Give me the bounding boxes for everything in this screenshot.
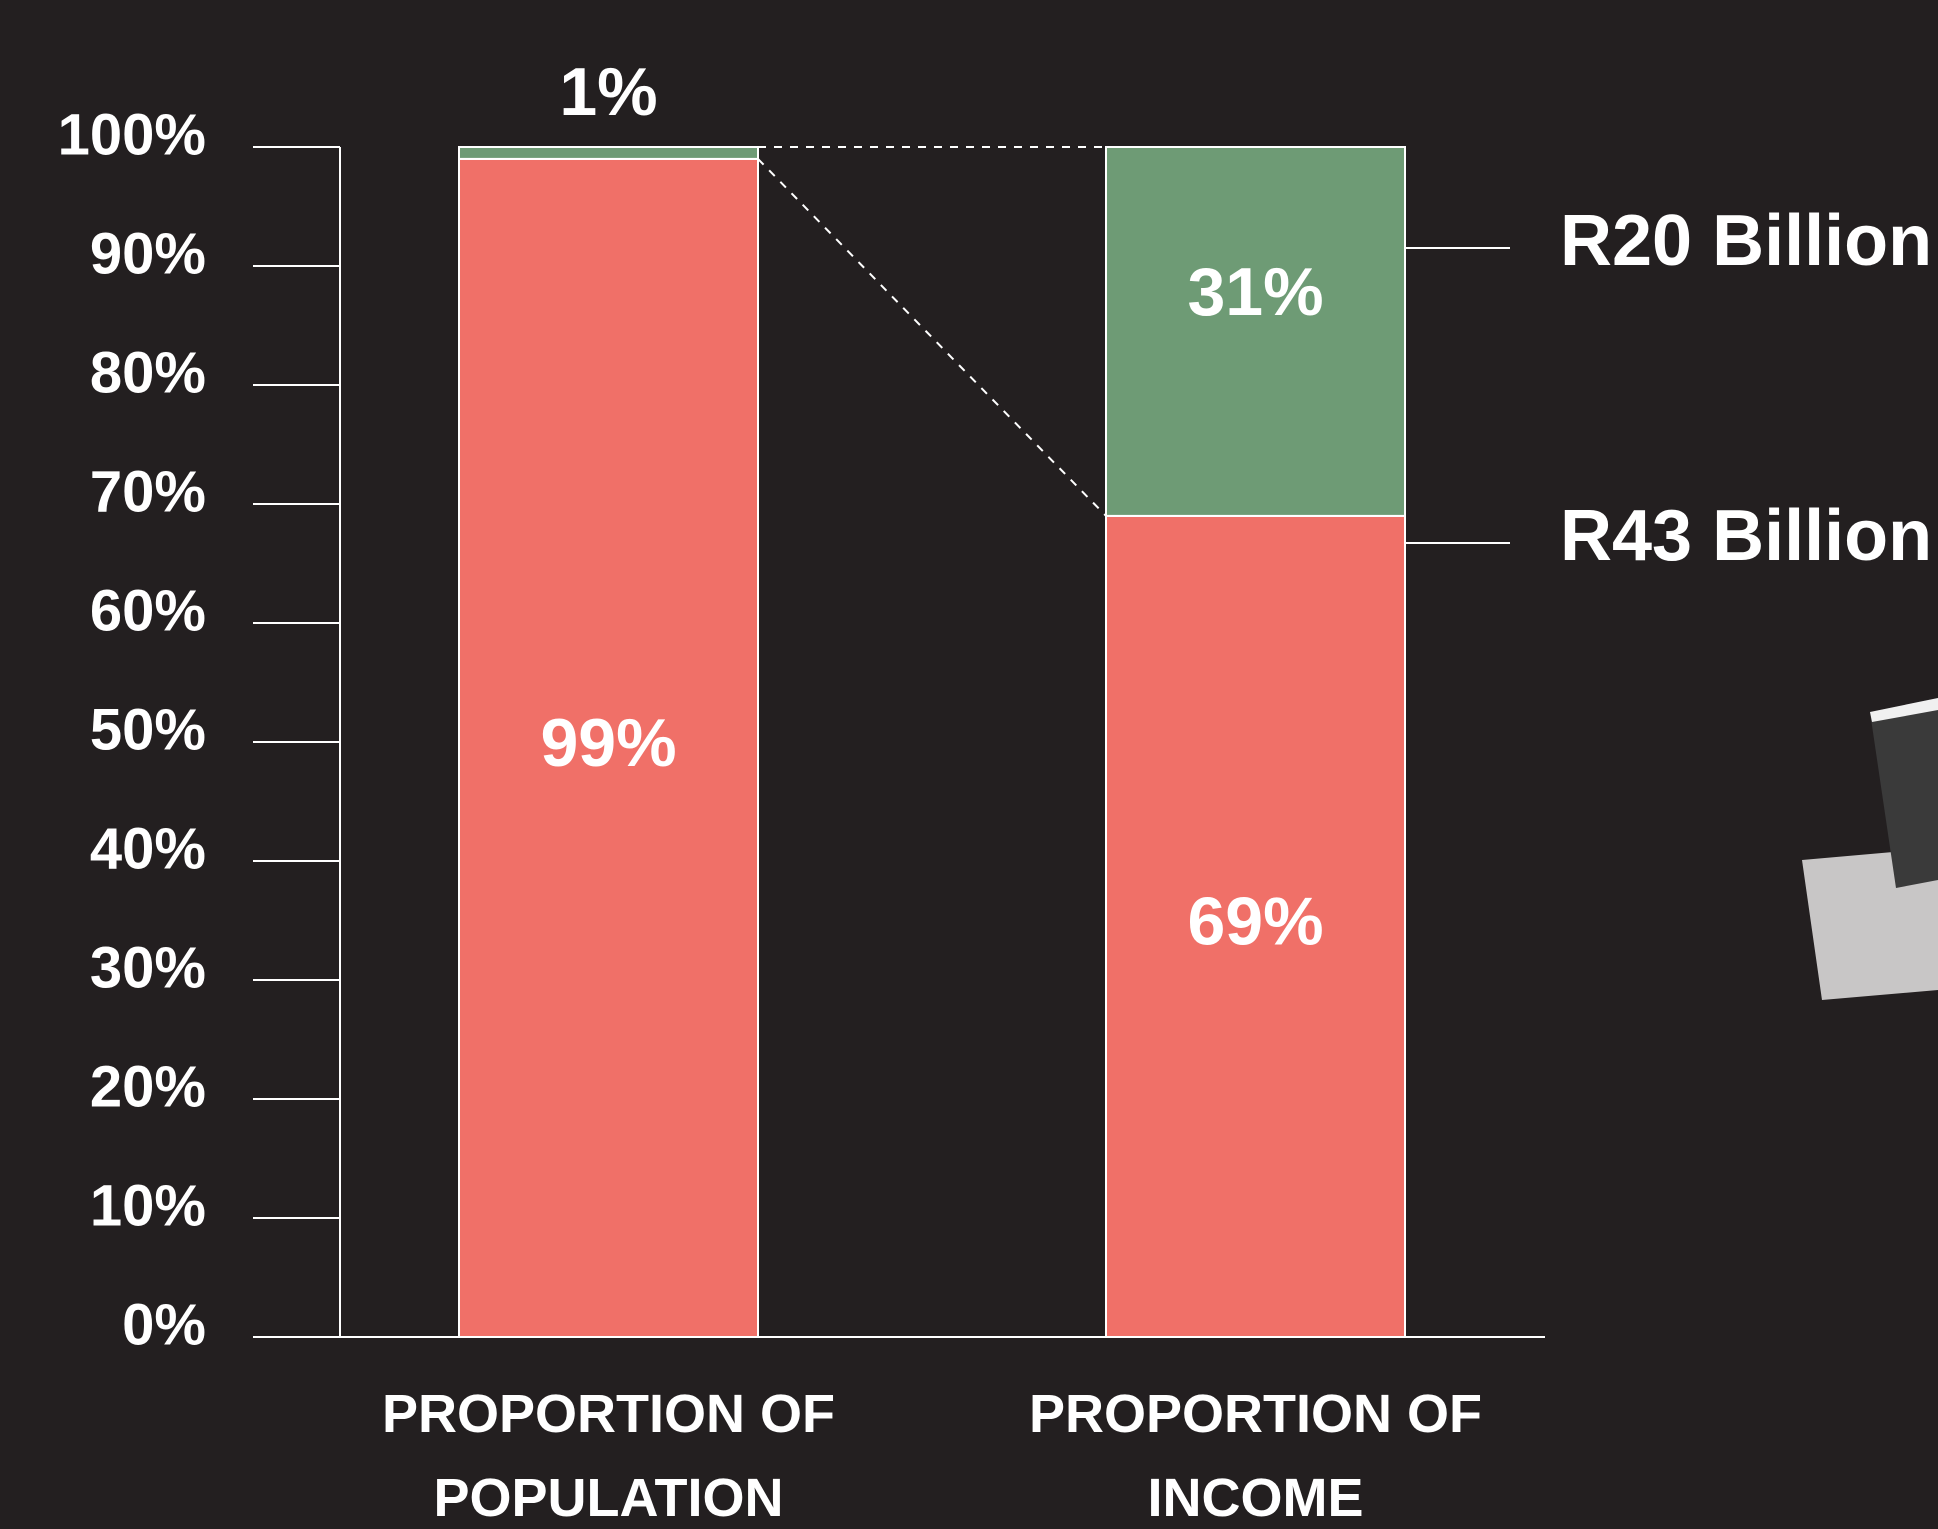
annotation: R20 Billion (1560, 201, 1932, 281)
y-tick-label: 40% (90, 816, 206, 881)
y-tick-label: 90% (90, 221, 206, 286)
bar-segment (1105, 514, 1406, 1338)
y-tick-label: 80% (90, 340, 206, 405)
value-label: 31% (1187, 254, 1323, 330)
x-tick-label: PROPORTION OF INCOME (1028, 1384, 1482, 1528)
y-tick-label: 100% (58, 102, 206, 167)
y-tick-label: 20% (90, 1054, 206, 1119)
decoration (1802, 698, 1938, 1000)
value-label: 69% (1187, 883, 1323, 959)
bar-segment (458, 146, 759, 160)
bar-segment (458, 157, 759, 1338)
annotation: R43 Billion (1560, 496, 1932, 576)
value-label: 99% (540, 705, 676, 781)
value-label: 1% (559, 54, 657, 130)
x-tick-label: PROPORTION OF POPULATION (381, 1384, 835, 1528)
y-tick-label: 50% (90, 697, 206, 762)
y-tick-label: 70% (90, 459, 206, 524)
connector (757, 158, 1107, 517)
y-tick-label: 60% (90, 578, 206, 643)
y-tick-label: 0% (122, 1292, 206, 1357)
y-tick-label: 30% (90, 935, 206, 1000)
y-tick-label: 10% (90, 1173, 206, 1238)
bar-segment (1105, 146, 1406, 517)
